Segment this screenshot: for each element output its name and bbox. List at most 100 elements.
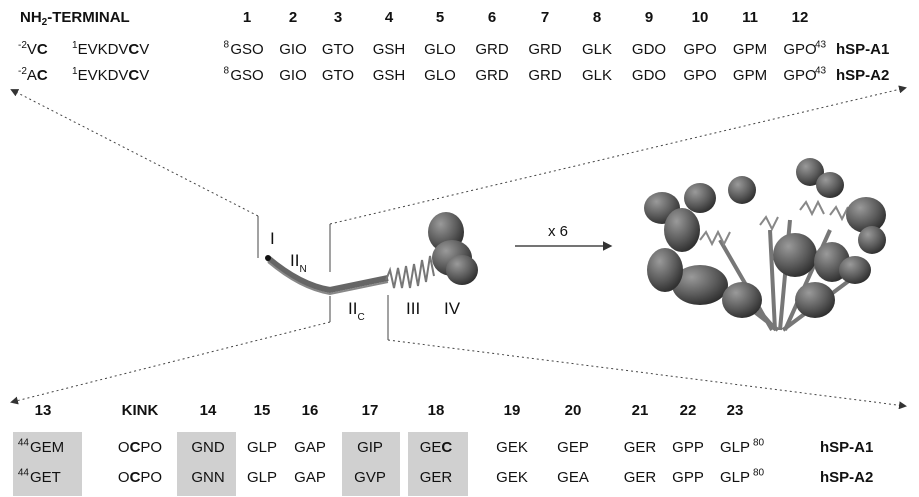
triplet: GRD [475,41,509,58]
triplet: GDO [632,41,666,58]
text-part: GET [30,469,61,486]
prefix: -2VC [18,40,48,58]
triplet: GET [30,469,61,486]
start-number: 8 [223,40,229,51]
position-number: 9 [645,9,653,26]
text-part: -2 [18,40,27,51]
position-number: 21 [632,402,649,419]
monomer [265,212,478,296]
text-part: C [441,439,452,456]
position-number: 5 [436,9,444,26]
triplet: GRD [528,67,562,84]
text-part: GLP [247,439,277,456]
triplet: OCPO [118,439,162,456]
highlight [342,432,400,496]
multiplier: x 6 [548,223,568,240]
position-number: 6 [488,9,496,26]
triplet: GRD [475,67,509,84]
text-part: O [118,469,130,486]
protein-name: hSP-A2 [820,469,873,486]
protein-name: hSP-A1 [820,439,873,456]
position-number: KINK [122,402,159,419]
triplet: GER [624,439,657,456]
text-part: 2 [42,17,48,28]
position-number: 19 [504,402,521,419]
text-part: EVKDV [78,41,129,58]
end-number: 43 [815,40,827,51]
text-part: O [118,439,130,456]
position-number: 13 [35,402,52,419]
position-number: 4 [385,9,394,26]
start-number: 44 [18,438,30,449]
triplet: GIO [279,67,307,84]
text-part: GER [624,469,657,486]
end-number: 80 [753,468,765,479]
end-number: 80 [753,438,765,449]
text-part: GEP [557,439,589,456]
triplet: GND [191,439,225,456]
position-number: 17 [362,402,379,419]
text-part: V [139,67,149,84]
triplet: GRD [528,41,562,58]
triplet: GPM [733,41,767,58]
text-part: GE [420,439,442,456]
triplet: GEC [420,439,453,456]
text-part: GPP [672,439,704,456]
protein-name: hSP-A1 [836,41,889,58]
triplet: GPO [783,67,816,84]
position-number: 8 [593,9,601,26]
triplet: GVP [354,469,386,486]
text-part: GEK [496,439,528,456]
text-part: GLP [720,469,750,486]
text-part: V [27,41,37,58]
text-part: GER [624,439,657,456]
domain-label: IIC [348,299,365,322]
position-number: 2 [289,9,297,26]
n-terminal: 1EVKDVCV [72,66,149,84]
domain-label: IV [444,299,461,318]
triplet: GLK [582,41,612,58]
triplet: GSH [373,67,406,84]
text-part: 1 [72,40,78,51]
octadecamer [644,158,886,332]
start-number: 8 [223,66,229,77]
text-part: 1 [72,66,78,77]
position-number: 10 [692,9,709,26]
triplet: GLP [720,469,750,486]
text-part: PO [140,439,162,456]
text-part: GND [191,439,225,456]
text-part: GLP [247,469,277,486]
text-part: IV [444,299,461,318]
text-part: GAP [294,469,326,486]
protein-name: hSP-A2 [836,67,889,84]
text-part: PO [140,469,162,486]
text-part: GEM [30,439,64,456]
triplet: GPM [733,67,767,84]
triplet: GPO [683,67,716,84]
text-part: GEK [496,469,528,486]
position-number: 7 [541,9,549,26]
domain-label: I [270,229,275,248]
text-part: NH [20,9,42,26]
text-part: C [130,469,141,486]
text-part: V [139,41,149,58]
text-part: EVKDV [78,67,129,84]
text-part: C [128,41,139,58]
position-number: 22 [680,402,697,419]
text-part: C [357,312,364,323]
highlight [13,432,82,496]
end-number: 43 [815,66,827,77]
triplet: GER [420,469,453,486]
text-part: GLP [720,439,750,456]
prefix: -2AC [18,66,48,84]
text-part: N [299,264,306,275]
position-number: 15 [254,402,271,419]
text-part: GVP [354,469,386,486]
domain-label: III [406,299,420,318]
text-part: GPP [672,469,704,486]
position-number: 18 [428,402,445,419]
triplet: GLP [247,469,277,486]
triplet: GEM [30,439,64,456]
triplet: GPP [672,439,704,456]
triplet: GEP [557,439,589,456]
